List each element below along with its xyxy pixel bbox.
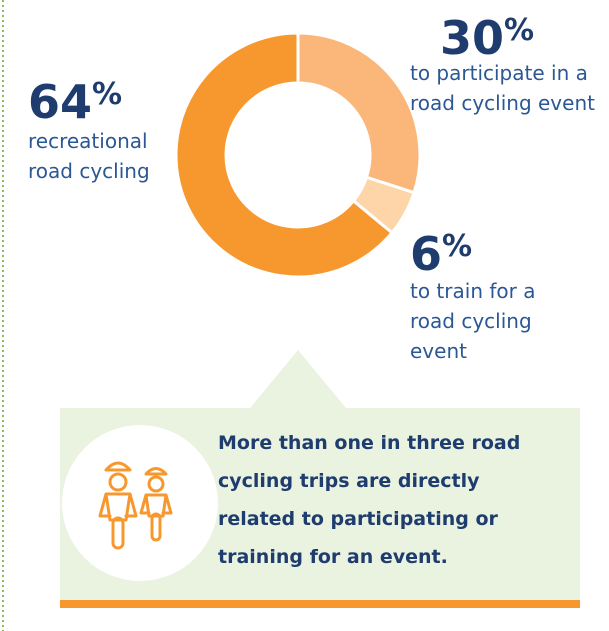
category-label: to train for a road cycling event: [410, 279, 536, 363]
cyclist-icon: [98, 461, 173, 550]
callout-bar: [60, 600, 580, 608]
donut-segment: [174, 31, 395, 279]
icon-circle: [62, 425, 218, 581]
value-label: 64%: [28, 75, 123, 129]
donut-segment: [296, 31, 422, 195]
callout-text: More than one in three road cycling trip…: [218, 432, 521, 568]
category-label: recreational road cycling: [28, 129, 150, 183]
category-label: to participate in a road cycling event: [410, 61, 595, 115]
value-label: 30%: [440, 11, 535, 65]
value-label: 6%: [410, 227, 473, 281]
